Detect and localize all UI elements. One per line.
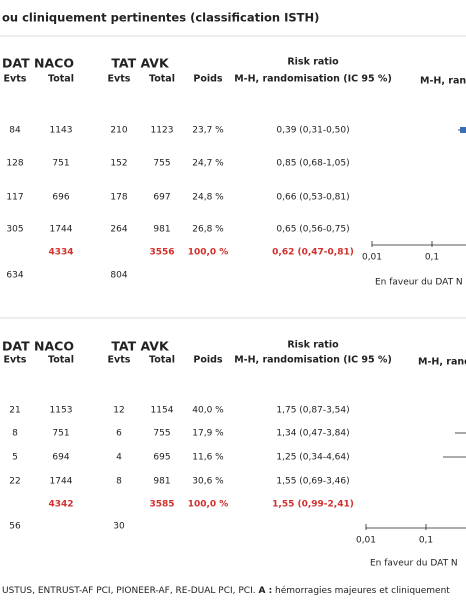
axis-tick-label: 0,01 [356,536,376,546]
column-header: Total [48,355,74,366]
cell: 4 [116,453,122,463]
cell: 0,65 (0,56-0,75) [276,225,349,235]
column-header: Evts [108,74,131,85]
cell: 1123 [151,126,174,136]
cell: 40,0 % [192,406,224,416]
column-header: M-H, randomisation (IC 95 %) [234,74,392,85]
total-cell: 4334 [48,248,73,258]
cell: 0,85 (0,68-1,05) [276,159,349,169]
column-header: M-H, rand [420,76,466,87]
axis-tick-label: 0,1 [425,253,439,263]
column-header: Total [149,355,175,366]
cell: 24,7 % [192,159,224,169]
cell: 12 [113,406,124,416]
cell: 152 [110,159,127,169]
total-cell: 0,62 (0,47-0,81) [272,248,354,258]
cell: 5 [12,453,18,463]
cell: 1744 [50,225,73,235]
footer: USTUS, ENTRUST-AF PCI, PIONEER-AF, RE-DU… [2,585,450,596]
column-header: Poids [193,74,223,85]
cell: 26,8 % [192,225,224,235]
cell: 1,55 (0,69-3,46) [276,477,349,487]
cell: 751 [52,159,69,169]
cell: 0,66 (0,53-0,81) [276,193,349,203]
cell: 1143 [50,126,73,136]
events-cell: 804 [110,271,127,281]
cell: 1,25 (0,34-4,64) [276,453,349,463]
axis-tick-label: 0,01 [362,253,382,263]
total-cell: 100,0 % [188,500,229,510]
cell: 8 [116,477,122,487]
cell: 21 [9,406,20,416]
total-cell: 1,55 (0,99-2,41) [272,500,354,510]
cell: 0,39 (0,31-0,50) [276,126,349,136]
cell: 751 [52,429,69,439]
cell: 696 [52,193,69,203]
footer-text: USTUS, ENTRUST-AF PCI, PIONEER-AF, RE-DU… [2,586,258,596]
column-header: M-H, rand [418,357,466,368]
cell: 1154 [151,406,174,416]
cell: 981 [153,225,170,235]
cell: 11,6 % [192,453,224,463]
total-cell: 100,0 % [188,248,229,258]
column-header: Poids [193,355,223,366]
cell: 1,34 (0,47-3,84) [276,429,349,439]
total-cell: 3556 [149,248,174,258]
events-cell: 634 [6,271,23,281]
cell: 24,8 % [192,193,224,203]
column-header: Evts [4,355,27,366]
group-header: DAT NACO [2,339,74,354]
column-header: Risk ratio [287,340,339,351]
column-header: Risk ratio [287,57,339,68]
page-title: ou cliniquement pertinentes (classificat… [2,11,319,25]
cell: 178 [110,193,127,203]
favours-label: En faveur du DAT N [375,278,463,288]
cell: 6 [116,429,122,439]
estimate-square [460,127,466,133]
cell: 305 [6,225,23,235]
cell: 84 [9,126,21,136]
cell: 128 [6,159,23,169]
cell: 755 [153,159,170,169]
total-cell: 3585 [149,500,174,510]
favours-label: En faveur du DAT N [370,559,458,569]
footer-label: A : [258,586,272,596]
cell: 264 [110,225,127,235]
cell: 695 [153,453,170,463]
column-header: Total [149,74,175,85]
column-header: Evts [4,74,27,85]
events-cell: 56 [9,522,21,532]
cell: 23,7 % [192,126,224,136]
axis-tick-label: 0,1 [419,536,433,546]
cell: 117 [6,193,23,203]
total-cell: 4342 [48,500,73,510]
group-header: DAT NACO [2,56,74,71]
column-header: Evts [108,355,131,366]
cell: 981 [153,477,170,487]
cell: 1744 [50,477,73,487]
column-header: Total [48,74,74,85]
cell: 1153 [50,406,73,416]
cell: 1,75 (0,87-3,54) [276,406,349,416]
column-header: M-H, randomisation (IC 95 %) [234,355,392,366]
cell: 697 [153,193,170,203]
events-cell: 30 [113,522,125,532]
cell: 8 [12,429,18,439]
cell: 210 [110,126,127,136]
footer-rest: hémorragies majeures et cliniquement [272,585,450,596]
cell: 30,6 % [192,477,224,487]
cell: 694 [52,453,69,463]
cell: 755 [153,429,170,439]
group-header: TAT AVK [111,56,170,71]
cell: 22 [9,477,20,487]
cell: 17,9 % [192,429,224,439]
group-header: TAT AVK [111,339,170,354]
